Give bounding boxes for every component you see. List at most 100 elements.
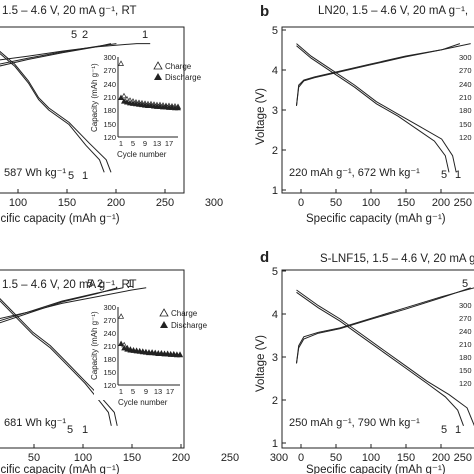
inset-ytick: 240 bbox=[459, 80, 472, 89]
b-charge-curve-cycle-1 bbox=[296, 43, 471, 106]
b-discharge-curve-cycle-5 bbox=[296, 45, 450, 173]
a-discharge-curve-cycle-1 bbox=[0, 50, 112, 173]
a-inset-discharge-point bbox=[121, 98, 127, 104]
panel-c-xtick: 50 bbox=[28, 452, 40, 464]
panel-d-discharge-label: 5 bbox=[441, 424, 447, 436]
panel-c-inset-xlabel: Cycle number bbox=[118, 398, 168, 407]
inset-ytick: 180 bbox=[103, 106, 116, 115]
a-inset-discharge-point bbox=[124, 99, 130, 105]
inset-ytick: 150 bbox=[103, 120, 116, 129]
panel-c-annotation: 681 Wh kg⁻¹ bbox=[4, 417, 66, 429]
panel-a-inset-yticks: 120 150 180 210 240 270 300 bbox=[103, 53, 116, 142]
panel-a-header: 1.5 – 4.6 V, 20 mA g⁻¹, RT bbox=[2, 5, 137, 17]
inset-xtick: 17 bbox=[165, 139, 173, 148]
panel-b-xtick: 150 bbox=[397, 197, 415, 209]
inset-xtick: 5 bbox=[131, 139, 135, 148]
panel-a-inset-xticks: 1 5 9 13 17 bbox=[119, 139, 173, 148]
panel-a-charge-label: 5 bbox=[71, 29, 77, 41]
a-inset-charge-point bbox=[121, 92, 127, 99]
panel-b-ytick: 2 bbox=[272, 145, 278, 157]
c-inset-discharge-point bbox=[177, 351, 183, 358]
panel-d-xlabel: Specific capacity (mAh g⁻¹) bbox=[306, 464, 446, 474]
panel-c-frame bbox=[0, 269, 185, 449]
panel-b-discharge-label: 5 bbox=[441, 169, 447, 181]
inset-ytick: 180 bbox=[459, 106, 472, 115]
panel-b-ylabel: Voltage (V) bbox=[255, 88, 267, 145]
panel-d-ytick: 3 bbox=[272, 352, 278, 364]
d-charge-curve-cycle-1 bbox=[296, 287, 474, 364]
panel-b-ytick: 4 bbox=[272, 65, 278, 77]
inset-ytick: 120 bbox=[459, 133, 472, 142]
panel-b-xtick: 250 bbox=[454, 197, 472, 209]
inset-xtick: 13 bbox=[154, 387, 162, 396]
panel-d-letter: d bbox=[260, 249, 269, 266]
panel-a-xtick: 150 bbox=[58, 197, 76, 209]
panel-d-xtick: 200 bbox=[432, 452, 450, 464]
inset-ytick: 210 bbox=[459, 93, 472, 102]
inset-ytick: 150 bbox=[459, 120, 472, 129]
panel-c-inset-xticks: 1 5 9 13 17 bbox=[119, 387, 174, 396]
panel-c-header: 1.5 – 4.6 V, 20 mA g⁻¹, RT bbox=[2, 279, 137, 291]
inset-ytick: 270 bbox=[103, 316, 116, 325]
inset-ytick: 240 bbox=[459, 327, 472, 336]
b-discharge-curve-cycle-1 bbox=[296, 43, 457, 173]
inset-ytick: 240 bbox=[103, 329, 116, 338]
panel-c-discharge-label: 1 bbox=[82, 424, 88, 436]
panel-c-xlabel: Specific capacity (mAh g⁻¹) bbox=[0, 464, 120, 474]
panel-d-xtick: 100 bbox=[362, 452, 380, 464]
panel-b-yticks: 1 2 3 4 5 bbox=[272, 25, 286, 197]
panel-b-xtick: 200 bbox=[432, 197, 450, 209]
legend-discharge: Discharge bbox=[171, 321, 208, 330]
inset-ytick: 300 bbox=[459, 53, 472, 62]
inset-ytick: 150 bbox=[459, 366, 472, 375]
inset-xtick: 1 bbox=[119, 387, 123, 396]
d-charge-curve-cycle-5 bbox=[296, 287, 471, 364]
c-inset-discharge-point bbox=[118, 340, 125, 346]
discharge-marker-icon bbox=[160, 321, 168, 328]
panel-b-ytick: 1 bbox=[272, 185, 278, 197]
inset-ytick: 180 bbox=[459, 353, 472, 362]
panel-c-charge-label: 1 bbox=[127, 278, 133, 290]
panel-c-charge-label: 2 bbox=[97, 278, 103, 290]
panel-c-inset-yticks: 120 150 180 210 240 270 300 bbox=[103, 303, 116, 390]
panel-c: 1.5 – 4.6 V, 20 mA g⁻¹, RT 50 100 150 20… bbox=[0, 269, 288, 474]
panel-d-xtick: 250 bbox=[454, 452, 472, 464]
panel-d-ytick: 4 bbox=[272, 309, 278, 321]
inset-ytick: 270 bbox=[459, 66, 472, 75]
a-charge-curve-cycle-5 bbox=[0, 43, 112, 67]
legend-charge: Charge bbox=[171, 309, 198, 318]
panel-c-inset-legend: Charge Discharge bbox=[159, 308, 208, 330]
panel-b-header: LN20, 1.5 – 4.6 V, 20 mA g⁻¹, bbox=[318, 5, 468, 17]
panel-d-ytick: 5 bbox=[272, 266, 278, 278]
panel-c-curves bbox=[0, 287, 147, 426]
panel-b-xticks: 0 50 100 150 200 250 bbox=[298, 189, 472, 209]
c-inset-discharge-point bbox=[124, 346, 131, 352]
panel-a-charge-label: 2 bbox=[82, 29, 88, 41]
inset-xtick: 9 bbox=[143, 139, 147, 148]
panel-d-xtick: 150 bbox=[397, 452, 415, 464]
panel-a-inset-points bbox=[118, 60, 181, 111]
panel-a-charge-label: 1 bbox=[142, 29, 148, 41]
inset-ytick: 270 bbox=[459, 314, 472, 323]
inset-ytick: 300 bbox=[103, 53, 116, 62]
panel-b-letter: b bbox=[260, 3, 269, 20]
panel-d-frame bbox=[281, 269, 474, 449]
panel-b-xtick: 50 bbox=[330, 197, 342, 209]
a-inset-discharge-point bbox=[118, 94, 124, 101]
panel-c-inset-ylabel: Capacity (mAh g⁻¹) bbox=[90, 311, 99, 380]
panel-c-xtick: 100 bbox=[74, 452, 92, 464]
c-discharge-curve-cycle-1 bbox=[0, 298, 118, 426]
panel-d-discharge-label: 1 bbox=[455, 424, 461, 436]
panel-b-ytick: 3 bbox=[272, 105, 278, 117]
panel-a-inset: 120 150 180 210 240 270 300 1 5 9 13 17 … bbox=[90, 50, 202, 159]
charge-marker-icon bbox=[159, 308, 169, 317]
inset-ytick: 210 bbox=[459, 340, 472, 349]
b-charge-curve-cycle-5 bbox=[296, 43, 461, 106]
panel-d-ytick: 1 bbox=[272, 438, 278, 450]
panel-d-charge-label: 5 bbox=[462, 278, 468, 290]
panel-b-xlabel: Specific capacity (mAh g⁻¹) bbox=[306, 213, 446, 225]
panel-a-discharge-label: 1 bbox=[82, 170, 88, 182]
panel-c-xtick: 300 bbox=[270, 452, 288, 464]
panel-d-header: S-LNF15, 1.5 – 4.6 V, 20 mA g⁻¹ bbox=[320, 253, 474, 265]
panel-b: b LN20, 1.5 – 4.6 V, 20 mA g⁻¹, 1 2 3 4 … bbox=[255, 3, 474, 225]
